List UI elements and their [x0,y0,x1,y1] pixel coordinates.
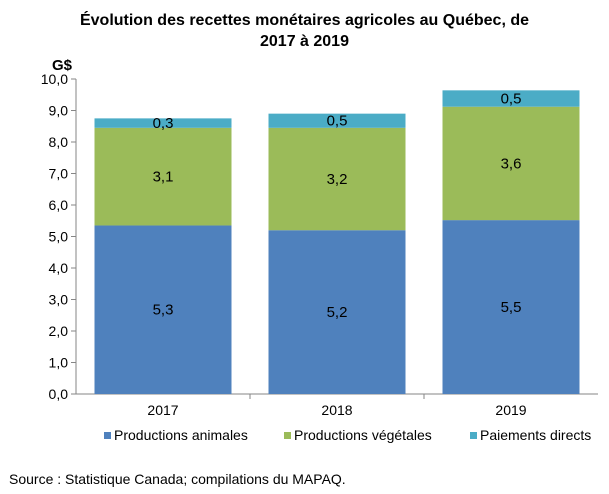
legend-swatch [284,432,291,439]
y-tick-label: 8,0 [49,134,69,150]
x-tick-label: 2017 [147,402,178,418]
y-axis-label: G$ [52,57,73,74]
y-tick-label: 0,0 [49,386,69,402]
data-label: 5,3 [153,302,174,319]
y-tick-label: 2,0 [49,323,69,339]
data-label: 5,2 [327,304,348,321]
legend-entry: Productions végétales [294,427,432,443]
legend-entry: Paiements directs [480,427,591,443]
chart-title: Évolution des recettes monétaires agrico… [0,10,609,52]
x-tick-label: 2019 [495,402,526,418]
chart-title-line-2: 2017 à 2019 [260,33,349,50]
chart-title-line-1: Évolution des recettes monétaires agrico… [79,12,530,29]
legend-swatch [470,432,477,439]
x-tick-label: 2018 [321,402,352,418]
bar-segment [268,230,406,394]
y-tick-label: 6,0 [49,197,69,213]
source-note: Source : Statistique Canada; compilation… [9,471,346,487]
y-tick-label: 3,0 [49,292,69,308]
bar-segment [442,106,580,221]
bar-segment [442,220,580,394]
data-label: 0,5 [327,113,348,130]
chart-bars: 5,3 3,1 0,3 5,2 3,2 0,5 5,5 3,6 0,5 [94,90,580,394]
chart-legend: Productions animales Productions végétale… [104,427,591,443]
bar-segment [442,90,580,107]
y-tick-label: 5,0 [49,229,69,245]
y-tick-label: 7,0 [49,166,69,182]
bar-segment [94,118,232,128]
y-tick-label: 1,0 [49,355,69,371]
data-label: 3,6 [501,155,522,172]
bar-segment [268,113,406,128]
bar-segment [94,225,232,394]
legend-entry: Productions animales [114,427,248,443]
data-label: 5,5 [501,299,522,316]
y-tick-label: 9,0 [49,103,69,119]
data-label: 0,5 [501,91,522,108]
bar-segment [94,127,232,226]
data-label: 3,1 [153,169,174,186]
data-label: 3,2 [327,171,348,188]
bar-segment [268,127,406,231]
data-label: 0,3 [153,115,174,132]
y-tick-label: 4,0 [49,260,69,276]
y-tick-label: 10,0 [41,71,68,87]
legend-swatch [104,432,111,439]
